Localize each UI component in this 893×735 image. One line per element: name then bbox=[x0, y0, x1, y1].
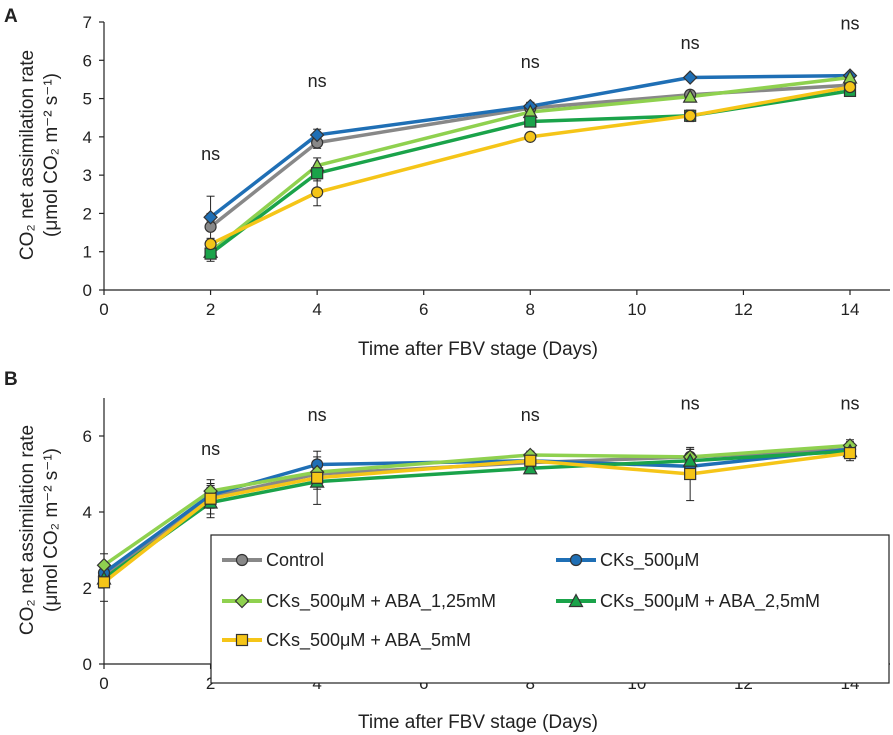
panel-a-y-tick-label: 6 bbox=[83, 51, 92, 70]
panel-a-ns-annotation: ns bbox=[681, 33, 700, 53]
legend-marker-2 bbox=[234, 593, 250, 609]
panel-a-x-tick-label: 8 bbox=[526, 300, 535, 319]
panel-a-y-tick-label: 3 bbox=[83, 166, 92, 185]
panel-b-letter: B bbox=[4, 369, 18, 390]
legend-marker-4 bbox=[235, 633, 249, 647]
panel-a: A CO₂ net assimilation rate (μmol CO₂ m⁻… bbox=[4, 6, 890, 360]
legend-marker-1 bbox=[569, 553, 583, 567]
panel-a-data-point-s4 bbox=[684, 109, 697, 122]
panel-b-ylabel-line2: (μmol CO₂ m⁻² s⁻¹) bbox=[41, 448, 62, 612]
legend-items: Control CKs_500μM CKs_500μM + ABA_1,25mM CK… bbox=[222, 550, 820, 651]
panel-a-ylabel-line1: CO₂ net assimilation rate bbox=[17, 50, 38, 260]
panel-a-ylabel-line2: (μmol CO₂ m⁻² s⁻¹) bbox=[41, 73, 62, 237]
panel-b-data-point-s4 bbox=[684, 467, 697, 481]
panel-b: B CO₂ net assimilation rate (μmol CO₂ m⁻… bbox=[4, 369, 890, 733]
panel-a-data-point-s1 bbox=[682, 70, 698, 85]
panel-a-ns-annotation: ns bbox=[840, 14, 859, 34]
legend-box bbox=[210, 534, 890, 684]
legend-label-2: CKs_500μM + ABA_1,25mM bbox=[266, 591, 496, 612]
panel-b-data-point-s4 bbox=[524, 454, 537, 467]
panel-b-ns-annotation: ns bbox=[521, 405, 540, 425]
legend-label-3: CKs_500μM + ABA_2,5mM bbox=[600, 591, 820, 612]
legend-label-0: Control bbox=[266, 550, 324, 570]
panel-b-y-tick-label: 4 bbox=[83, 503, 92, 522]
legend-label-1: CKs_500μM bbox=[600, 550, 699, 571]
panel-b-y-tick-label: 0 bbox=[83, 655, 92, 674]
panel-a-data-point-s2 bbox=[682, 88, 698, 103]
panel-b-ns-annotation: ns bbox=[201, 439, 220, 459]
panel-a-ns-annotation: ns bbox=[521, 52, 540, 72]
panel-b-data-point-s4 bbox=[97, 576, 111, 589]
panel-b-ns-annotation: ns bbox=[840, 393, 859, 413]
panel-b-data-point-s4 bbox=[204, 492, 217, 505]
panel-b-data-point-s3 bbox=[522, 460, 538, 475]
panel-a-data-point-s4 bbox=[843, 80, 857, 94]
panel-b-series-line-4 bbox=[102, 451, 851, 584]
panel-a-data-point-s3 bbox=[524, 115, 537, 128]
panel-a-ns-annotation: ns bbox=[201, 144, 220, 164]
panel-a-data-point-s1 bbox=[203, 209, 218, 225]
panel-a-letter: A bbox=[4, 6, 18, 27]
panel-b-xlabel: Time after FBV stage (Days) bbox=[358, 712, 598, 733]
panel-a-data-point-s4 bbox=[524, 130, 537, 143]
panel-b-series-line-3 bbox=[102, 449, 851, 580]
panel-b-series-line-2 bbox=[103, 443, 851, 567]
panel-a-x-tick-label: 6 bbox=[419, 300, 428, 319]
panel-a-xlabel: Time after FBV stage (Days) bbox=[358, 339, 598, 360]
panel-a-plot-area: ns ns ns ns ns bbox=[201, 14, 860, 262]
legend-marker-0 bbox=[235, 553, 249, 567]
panel-a-y-tick-label: 5 bbox=[83, 90, 92, 109]
panel-a-y-tick-label: 1 bbox=[83, 243, 92, 262]
panel-a-x-tick-label: 14 bbox=[841, 300, 860, 319]
panel-b-y-tick-label: 2 bbox=[83, 579, 92, 598]
legend-label-4: CKs_500μM + ABA_5mM bbox=[266, 630, 471, 651]
panel-b-y-tick-label: 6 bbox=[83, 427, 92, 446]
panel-b-ylabel-line1: CO₂ net assimilation rate bbox=[17, 425, 38, 635]
panel-a-x-tick-label: 12 bbox=[734, 300, 753, 319]
panel-b-data-point-s4 bbox=[843, 447, 857, 460]
panel-a-y-tick-label: 4 bbox=[83, 128, 92, 147]
panel-a-x-tick-label: 0 bbox=[99, 300, 108, 319]
panel-a-y-tick-label: 7 bbox=[83, 13, 92, 32]
panel-a-x-tick-label: 10 bbox=[627, 300, 646, 319]
panel-a-y-tick-label: 0 bbox=[83, 281, 92, 300]
panel-a-x-tick-label: 2 bbox=[206, 300, 215, 319]
panel-b-ns-annotation: ns bbox=[308, 405, 327, 425]
panel-a-data-point-s3 bbox=[311, 167, 324, 180]
panel-a-data-point-s1 bbox=[309, 127, 325, 143]
panel-a-x-tick-label: 4 bbox=[312, 300, 321, 319]
panel-b-data-point-s4 bbox=[311, 471, 324, 484]
legend: Control CKs_500μM CKs_500μM + ABA_1,25mM CK… bbox=[210, 534, 890, 684]
panel-b-data-point-s3 bbox=[682, 452, 698, 467]
legend-marker-3 bbox=[568, 593, 584, 608]
panel-a-ns-annotation: ns bbox=[308, 71, 327, 91]
panel-a-y-tick-label: 2 bbox=[83, 204, 92, 223]
panel-a-data-point-s4 bbox=[311, 186, 324, 199]
panel-b-x-tick-label: 0 bbox=[99, 674, 108, 693]
panel-b-plot-area: ns ns ns ns ns bbox=[96, 393, 860, 602]
panel-a-data-point-s4 bbox=[204, 237, 217, 251]
panel-b-ns-annotation: ns bbox=[681, 393, 700, 413]
